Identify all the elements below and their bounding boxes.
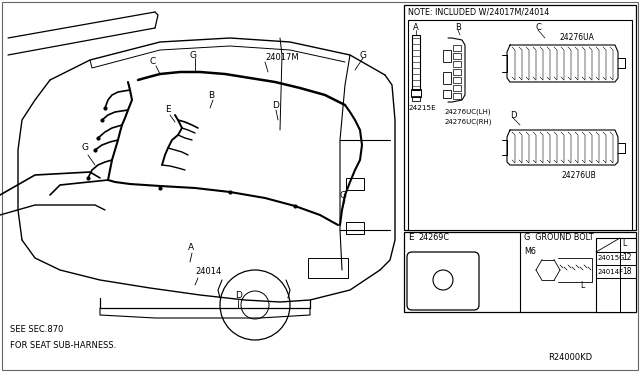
Text: C: C — [535, 23, 541, 32]
Text: 24215E: 24215E — [408, 105, 436, 111]
Text: FOR SEAT SUB-HARNESS.: FOR SEAT SUB-HARNESS. — [10, 340, 116, 350]
Text: 24014: 24014 — [195, 267, 221, 276]
Bar — [308, 258, 348, 278]
Text: D: D — [272, 100, 279, 109]
Text: 24276UB: 24276UB — [562, 170, 596, 180]
Text: L: L — [580, 280, 584, 289]
Bar — [453, 77, 461, 83]
Bar — [411, 89, 421, 97]
Text: G  GROUND BOLT: G GROUND BOLT — [524, 234, 594, 243]
Text: E: E — [165, 106, 171, 115]
Bar — [346, 178, 364, 190]
Text: 24276UC(RH): 24276UC(RH) — [445, 119, 493, 125]
Bar — [346, 222, 364, 234]
Bar — [404, 232, 636, 312]
Text: 24276UA: 24276UA — [560, 33, 595, 42]
Text: A: A — [188, 244, 194, 253]
Text: R24000KD: R24000KD — [548, 353, 592, 362]
Text: M6: M6 — [524, 247, 536, 257]
Bar — [453, 45, 461, 51]
Text: 24276UC(LH): 24276UC(LH) — [445, 109, 492, 115]
Text: 18: 18 — [622, 267, 632, 276]
Bar — [412, 96, 420, 101]
Text: NOTE: INCLUDED W/24017M/24014: NOTE: INCLUDED W/24017M/24014 — [408, 7, 549, 16]
Text: C: C — [150, 58, 156, 67]
Bar — [404, 5, 636, 230]
Text: B: B — [455, 23, 461, 32]
Text: G: G — [360, 51, 367, 60]
Bar — [443, 90, 451, 98]
Bar — [412, 35, 420, 90]
Text: G: G — [340, 190, 347, 199]
Text: D: D — [510, 110, 516, 119]
Text: L: L — [622, 238, 627, 247]
Text: 24015G: 24015G — [598, 255, 625, 261]
Text: 24017M: 24017M — [265, 54, 299, 62]
Text: 24014F: 24014F — [598, 269, 624, 275]
Bar — [453, 69, 461, 75]
Bar — [453, 53, 461, 59]
Bar — [443, 50, 451, 62]
Bar — [453, 85, 461, 91]
Text: SEE SEC.870: SEE SEC.870 — [10, 326, 63, 334]
Text: G: G — [190, 51, 197, 60]
Bar — [453, 61, 461, 67]
Bar — [596, 238, 636, 312]
Text: E: E — [408, 234, 413, 243]
Text: B: B — [208, 90, 214, 99]
Text: 24269C: 24269C — [418, 234, 449, 243]
Text: A: A — [413, 23, 419, 32]
Bar — [453, 93, 461, 99]
Text: 12: 12 — [622, 253, 632, 263]
Bar — [408, 20, 632, 230]
Bar — [443, 72, 451, 84]
Text: D: D — [235, 291, 242, 299]
Text: G: G — [82, 144, 89, 153]
